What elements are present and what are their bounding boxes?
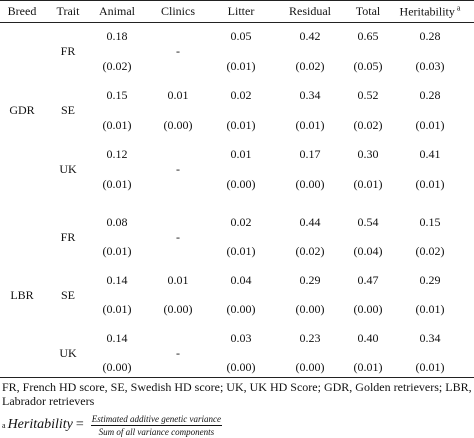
- cell-value: 0.18: [106, 29, 128, 43]
- trait: FR: [60, 229, 76, 244]
- cell-value: 0.34: [299, 88, 321, 102]
- cell-value: 0.52: [357, 88, 379, 102]
- cell-se: (0.02): [295, 58, 325, 73]
- cell-value: 0.44: [299, 215, 321, 229]
- cell-value: 0.12: [106, 147, 128, 161]
- cell-value: 0.65: [357, 29, 379, 43]
- column-header: Heritability a: [399, 3, 461, 19]
- cell-value: 0.28: [419, 88, 441, 102]
- formula: a Heritability = Estimated additive gene…: [2, 412, 223, 438]
- cell-se: (0.00): [295, 176, 325, 191]
- cell: -: [176, 161, 180, 176]
- cell-se: (0.01): [102, 176, 132, 191]
- cell-se: (0.00): [226, 302, 256, 316]
- cell-value: 0.40: [357, 331, 379, 345]
- cell-se: (0.01): [415, 360, 445, 374]
- cell-se: (0.00): [102, 360, 132, 374]
- cell-value: 0.41: [419, 147, 441, 161]
- cell-se: (0.01): [353, 360, 383, 374]
- trait: FR: [60, 43, 76, 58]
- cell-se: (0.01): [226, 244, 256, 258]
- cell-value: 0.04: [230, 273, 252, 287]
- cell-value: 0.03: [230, 331, 252, 345]
- cell-value: 0.42: [299, 29, 321, 43]
- cell-value: 0.05: [230, 29, 252, 43]
- formula-note: a: [2, 420, 6, 430]
- top-rule: [0, 0, 474, 1]
- cell-value: 0.14: [106, 273, 128, 287]
- cell-se: (0.01): [226, 117, 256, 132]
- column-header: Trait: [56, 4, 80, 18]
- cell-se: (0.01): [226, 58, 256, 73]
- cell-value: 0.47: [357, 273, 379, 287]
- cell-se: (0.01): [353, 176, 383, 191]
- cell-se: (0.00): [226, 360, 256, 374]
- column-header: Animal: [99, 4, 135, 18]
- denominator: Sum of all variance components: [98, 426, 215, 437]
- cell-se: (0.00): [163, 117, 193, 132]
- cell-value: 0.28: [419, 29, 441, 43]
- cell: -: [176, 229, 180, 244]
- trait: UK: [59, 345, 77, 360]
- cell-value: 0.15: [419, 215, 441, 229]
- column-header: Total: [355, 4, 381, 18]
- cell-value: 0.15: [106, 88, 128, 102]
- bottom-rule: [0, 377, 474, 378]
- formula-eq: =: [75, 417, 84, 432]
- cell-se: (0.01): [295, 117, 325, 132]
- column-header: Litter: [227, 4, 255, 18]
- header-note: a: [456, 3, 461, 13]
- breed: LBR: [10, 287, 34, 302]
- numerator: Estimated additive genetic variance: [90, 413, 223, 426]
- formula-lhs: Heritability: [7, 417, 73, 432]
- cell-value: 0.01: [230, 147, 252, 161]
- cell-value: 0.01: [167, 88, 189, 102]
- cell-value: 0.34: [419, 331, 441, 345]
- cell: -: [176, 345, 180, 360]
- cell-se: (0.02): [102, 58, 132, 73]
- cell: -: [176, 43, 180, 58]
- cell-se: (0.03): [415, 58, 445, 73]
- footnote: FR, French HD score, SE, Swedish HD scor…: [2, 380, 472, 408]
- cell-value: 0.54: [357, 215, 379, 229]
- cell-se: (0.01): [415, 117, 445, 132]
- cell-value: 0.17: [299, 147, 321, 161]
- cell-value: 0.30: [357, 147, 379, 161]
- header-rule: [0, 22, 474, 23]
- cell-se: (0.02): [295, 244, 325, 258]
- cell-se: (0.00): [295, 360, 325, 374]
- cell-value: 0.14: [106, 331, 128, 345]
- column-header: Clinics: [160, 4, 196, 18]
- cell-se: (0.02): [415, 244, 445, 258]
- cell-se: (0.00): [163, 302, 193, 316]
- cell-value: 0.02: [230, 88, 252, 102]
- cell-value: 0.08: [106, 215, 128, 229]
- cell-se: (0.00): [353, 302, 383, 316]
- breed: GDR: [9, 102, 35, 117]
- cell-se: (0.01): [102, 117, 132, 132]
- cell-value: 0.29: [299, 273, 321, 287]
- trait: SE: [60, 287, 76, 302]
- cell-se: (0.01): [415, 176, 445, 191]
- cell-value: 0.23: [299, 331, 321, 345]
- trait: UK: [59, 161, 77, 176]
- cell-value: 0.02: [230, 215, 252, 229]
- trait: SE: [60, 102, 76, 117]
- cell-se: (0.01): [102, 244, 132, 258]
- column-header: Breed: [7, 4, 37, 18]
- cell-se: (0.01): [415, 302, 445, 316]
- cell-value: 0.01: [167, 273, 189, 287]
- cell-se: (0.00): [295, 302, 325, 316]
- cell-se: (0.04): [353, 244, 383, 258]
- cell-value: 0.29: [419, 273, 441, 287]
- cell-se: (0.01): [102, 302, 132, 316]
- fraction: Estimated additive genetic variance Sum …: [90, 413, 223, 437]
- cell-se: (0.00): [226, 176, 256, 191]
- column-header: Residual: [289, 4, 331, 18]
- cell-se: (0.05): [353, 58, 383, 73]
- cell-se: (0.02): [353, 117, 383, 132]
